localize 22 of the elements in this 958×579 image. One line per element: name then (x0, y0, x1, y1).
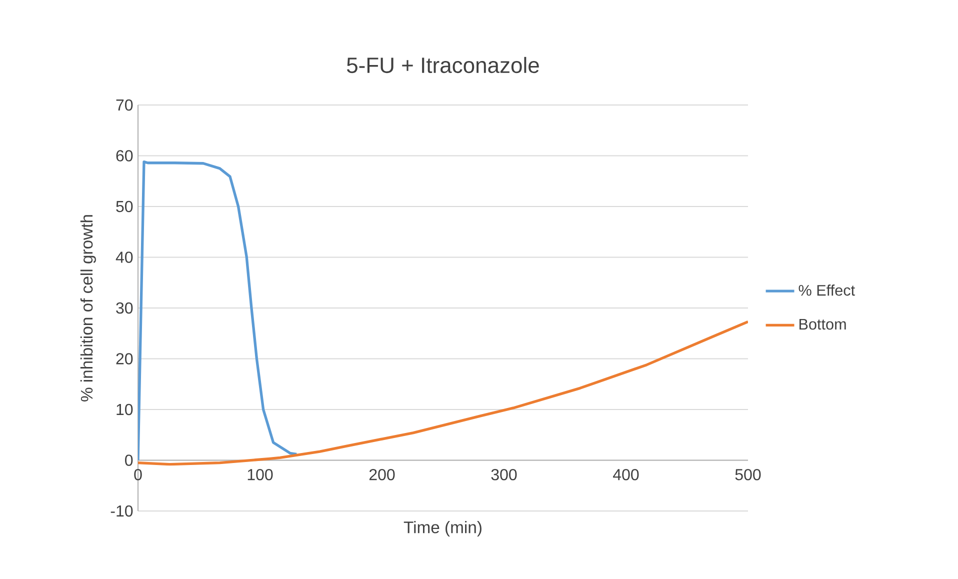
y-tick-label: 40 (116, 252, 133, 263)
x-tick-label: 200 (369, 468, 395, 480)
line-series (138, 320, 748, 466)
y-tick-label: 70 (116, 99, 133, 111)
y-tick-label: 50 (116, 200, 133, 212)
y-tick-label: 10 (116, 404, 133, 416)
x-axis-title: Time (min) (404, 521, 482, 537)
y-tick-label: 20 (116, 353, 133, 364)
x-tick-label: 500 (735, 468, 761, 480)
x-tick-label: 100 (248, 468, 273, 480)
legend-label: % Effect (798, 284, 855, 296)
y-tick-label: 30 (116, 302, 133, 314)
line-series (138, 160, 298, 462)
chart-title: 5-FU + Itraconazole (346, 56, 539, 74)
x-tick-label: 300 (491, 468, 517, 480)
y-tick-label: 60 (116, 150, 133, 162)
x-tick-label: 400 (613, 468, 639, 480)
y-tick-label: -10 (110, 505, 133, 517)
x-tick-label: 0 (134, 468, 142, 480)
y-tick-label: 0 (125, 454, 133, 466)
legend-label: Bottom (800, 318, 846, 330)
y-axis-title: % inhibition of cell growth (80, 215, 96, 402)
